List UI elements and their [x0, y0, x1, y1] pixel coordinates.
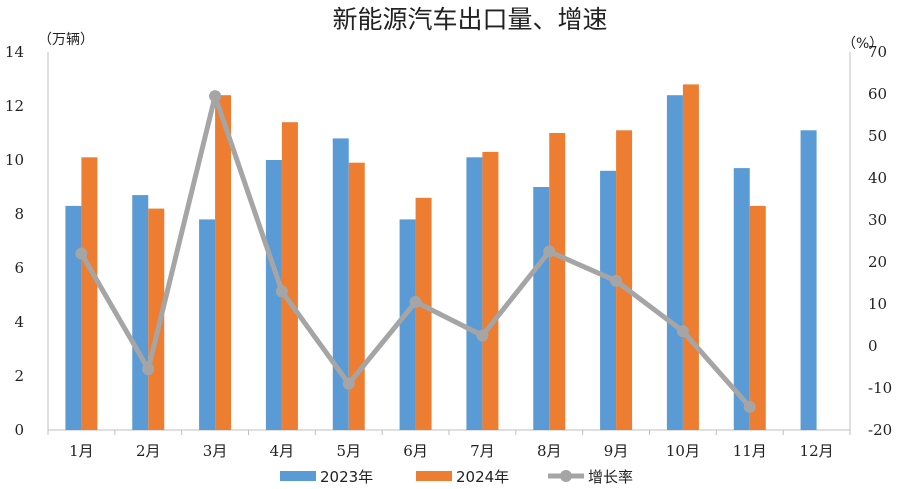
x-category-label: 9月	[604, 442, 629, 460]
right-tick-label: 40	[868, 169, 887, 187]
bars	[65, 84, 817, 431]
right-tick-label: 0	[868, 337, 878, 355]
bar-2023年	[332, 138, 349, 430]
legend-marker	[560, 470, 572, 482]
x-category-label: 2月	[136, 442, 161, 460]
right-tick-label: -10	[868, 379, 892, 397]
bar-2023年	[265, 160, 282, 430]
chart-title: 新能源汽车出口量、增速	[332, 5, 607, 34]
bar-2023年	[666, 95, 683, 430]
bar-2024年	[415, 197, 432, 430]
bar-2024年	[616, 130, 633, 431]
left-tick-label: 10	[5, 151, 24, 169]
bar-2023年	[533, 187, 550, 430]
bar-2024年	[148, 208, 165, 430]
x-category-label: 10月	[666, 442, 700, 460]
right-tick-label: 50	[868, 127, 887, 145]
x-category-label: 12月	[800, 442, 834, 460]
left-tick-label: 4	[14, 313, 24, 331]
legend-label: 增长率	[588, 468, 633, 486]
right-tick-label: 20	[868, 253, 887, 271]
growth-point	[476, 329, 489, 342]
right-tick-label: -20	[868, 421, 892, 439]
x-category-label: 5月	[336, 442, 361, 460]
right-axis-unit: （%）	[842, 36, 883, 52]
left-tick-label: 6	[14, 259, 24, 277]
left-tick-label: 14	[5, 43, 24, 61]
bar-2023年	[466, 157, 483, 431]
bar-2023年	[733, 168, 750, 430]
growth-point	[75, 247, 88, 260]
growth-point	[209, 90, 222, 103]
left-tick-label: 2	[14, 367, 24, 385]
right-tick-label: 10	[868, 295, 887, 313]
x-axis-categories: 1月 2月 3月 4月 5月 6月 7月 8月 9月 10月 11月 12月	[69, 442, 833, 460]
legend-item: 2024年	[416, 468, 509, 486]
growth-point	[543, 245, 556, 258]
bar-2024年	[482, 151, 499, 430]
legend: 2023年 2024年 增长率	[280, 468, 633, 486]
legend-item: 2023年	[280, 468, 373, 486]
bar-2024年	[81, 157, 98, 431]
legend-swatch	[280, 471, 316, 481]
x-category-label: 4月	[270, 442, 295, 460]
x-category-label: 7月	[470, 442, 495, 460]
right-tick-label: 60	[868, 85, 887, 103]
bar-2024年	[549, 133, 566, 430]
left-tick-label: 0	[14, 421, 24, 439]
growth-point	[743, 400, 756, 413]
bar-2024年	[749, 205, 766, 430]
right-tick-label: 30	[868, 211, 887, 229]
x-category-label: 1月	[69, 442, 94, 460]
growth-point	[275, 285, 288, 298]
left-tick-label: 12	[5, 97, 24, 115]
growth-line	[75, 90, 756, 413]
left-axis-unit: （万辆）	[38, 32, 94, 48]
bar-2024年	[215, 95, 232, 430]
x-category-label: 11月	[733, 442, 767, 460]
legend-item: 增长率	[548, 468, 633, 486]
growth-point	[342, 377, 355, 390]
legend-label: 2024年	[456, 468, 509, 486]
bar-2023年	[600, 170, 617, 431]
axes	[47, 52, 851, 435]
bar-2023年	[65, 205, 82, 430]
right-axis-ticks: -20 -10 0 10 20 30 40 50 60 70	[868, 43, 892, 439]
bar-2024年	[281, 122, 298, 430]
bar-2023年	[800, 130, 817, 431]
bar-2023年	[132, 195, 149, 430]
bar-2023年	[199, 219, 216, 430]
growth-point	[676, 325, 689, 338]
bar-2023年	[399, 219, 416, 430]
right-tick-label: 70	[868, 43, 887, 61]
left-axis-ticks: 0 2 4 6 8 10 12 14	[5, 43, 24, 439]
x-category-label: 3月	[203, 442, 228, 460]
x-category-label: 6月	[403, 442, 428, 460]
growth-point	[610, 274, 623, 287]
growth-point	[142, 363, 155, 376]
legend-swatch	[416, 471, 452, 481]
legend-label: 2023年	[320, 468, 373, 486]
bar-2024年	[348, 162, 365, 430]
left-tick-label: 8	[14, 205, 24, 223]
bar-2024年	[682, 84, 699, 431]
growth-point	[409, 295, 422, 308]
x-category-label: 8月	[537, 442, 562, 460]
